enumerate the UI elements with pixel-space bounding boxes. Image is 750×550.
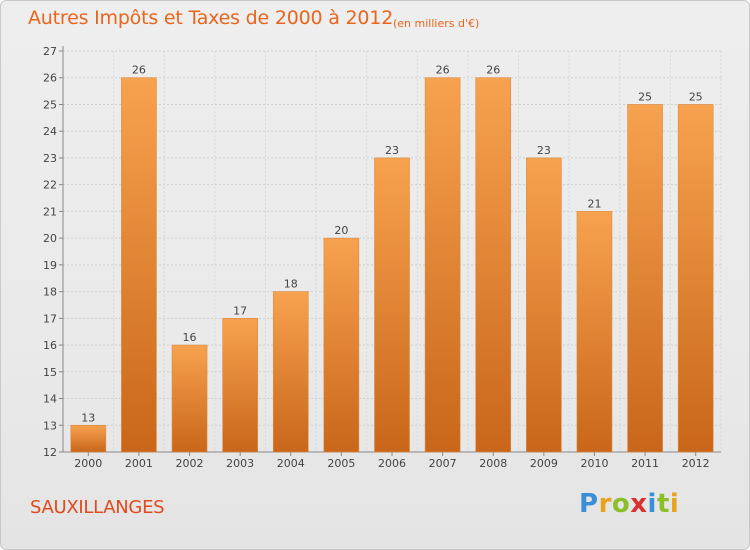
proxiti-logo: Proxiti (579, 489, 679, 519)
bar (323, 237, 360, 453)
y-tick-label: 19 (43, 259, 57, 272)
x-tick-label: 2009 (530, 457, 558, 470)
data-label: 23 (385, 144, 399, 157)
chart-title: Autres Impôts et Taxes de 2000 à 2012 (28, 7, 394, 29)
bars (70, 77, 714, 453)
bar (526, 157, 562, 453)
place-label: SAUXILLANGES (30, 497, 165, 518)
x-tick-label: 2001 (125, 457, 153, 470)
x-tick-label: 2002 (176, 457, 204, 470)
x-tick-label: 2000 (74, 457, 102, 470)
y-tick-label: 18 (43, 286, 57, 299)
bar (424, 77, 461, 453)
bar (374, 157, 410, 453)
data-label: 26 (436, 64, 450, 77)
x-tick-label: 2011 (631, 457, 659, 470)
y-tick-label: 15 (43, 366, 57, 379)
y-tick-label: 14 (43, 393, 57, 406)
y-tick-label: 13 (43, 419, 57, 432)
y-tick-label: 12 (43, 446, 57, 459)
data-label: 21 (587, 197, 601, 210)
x-tick-label: 2007 (429, 457, 457, 470)
data-label: 17 (233, 304, 247, 317)
logo-letter: o (611, 489, 631, 519)
bar (222, 318, 258, 453)
x-tick-label: 2005 (327, 457, 355, 470)
x-tick-label: 2010 (580, 457, 608, 470)
x-tick-label: 2006 (378, 457, 406, 470)
y-tick-label: 27 (43, 45, 57, 58)
y-tick-label: 22 (43, 179, 57, 192)
y-tick-label: 16 (43, 339, 57, 352)
logo-letter: P (579, 489, 599, 519)
data-label: 25 (689, 90, 703, 103)
data-label: 16 (183, 331, 197, 344)
y-tick-label: 17 (43, 312, 57, 325)
chart-subtitle: (en milliers d'€) (393, 17, 480, 30)
y-tick-label: 20 (43, 232, 57, 245)
data-label: 13 (81, 411, 95, 424)
y-tick-label: 25 (43, 98, 57, 111)
data-label: 26 (132, 64, 146, 77)
bar (171, 344, 208, 453)
bar (70, 424, 107, 453)
data-label: 20 (334, 224, 348, 237)
y-tick-label: 24 (43, 125, 57, 138)
bar (475, 77, 512, 453)
data-labels: 13 26 16 17 18 20 23 26 26 23 21 25 25 (81, 64, 702, 425)
bar (272, 291, 309, 453)
bar (121, 77, 157, 453)
y-tick-label: 23 (43, 152, 57, 165)
data-label: 23 (537, 144, 551, 157)
logo-letter: x (630, 489, 648, 519)
logo-letter: i (669, 489, 680, 519)
data-label: 26 (486, 64, 500, 77)
x-tick-label: 2004 (277, 457, 305, 470)
y-tick-label: 21 (43, 205, 57, 218)
bar (677, 104, 714, 453)
bar (576, 211, 613, 453)
bar (627, 104, 663, 453)
data-label: 18 (284, 278, 298, 291)
data-label: 25 (638, 90, 652, 103)
x-tick-label: 2012 (682, 457, 710, 470)
y-tick-label: 26 (43, 72, 57, 85)
logo-letter: t (656, 489, 670, 519)
logo-letter: r (598, 489, 612, 519)
x-tick-label: 2008 (479, 457, 507, 470)
logo-letter: i (647, 489, 657, 519)
x-tick-label: 2003 (226, 457, 254, 470)
